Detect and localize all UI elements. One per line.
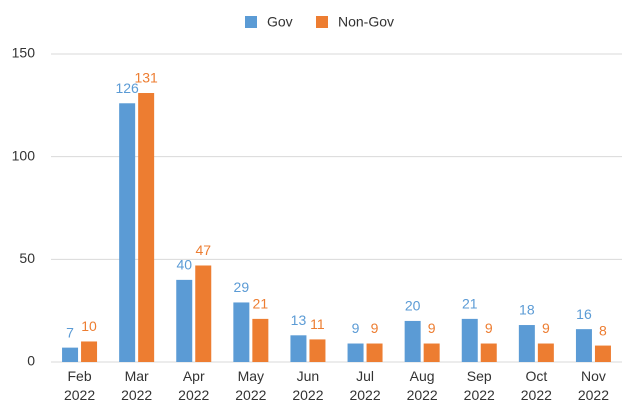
- bar: [537, 343, 554, 362]
- x-tick-label: Jun 2022: [292, 368, 324, 400]
- x-tick-label: Jul 2022: [349, 368, 381, 400]
- legend-swatch: [316, 16, 328, 28]
- bar: [480, 343, 497, 362]
- data-label: 9: [428, 320, 436, 336]
- x-tick-label: Oct 2022: [520, 368, 552, 400]
- x-tick-label: Apr 2022: [178, 368, 210, 400]
- legend-label: Non-Gov: [338, 14, 394, 30]
- x-tick-label: Sep 2022: [463, 368, 495, 400]
- bar: [404, 320, 421, 362]
- data-label: 9: [542, 320, 550, 336]
- y-tick-label: 50: [19, 250, 35, 266]
- data-label: 20: [405, 298, 421, 314]
- legend-label: Gov: [267, 14, 293, 30]
- bar: [575, 329, 592, 362]
- data-label: 9: [485, 320, 493, 336]
- data-label: 8: [599, 322, 607, 338]
- data-label: 9: [352, 320, 360, 336]
- data-label: 21: [462, 296, 478, 312]
- bar: [518, 325, 535, 362]
- data-label: 16: [576, 306, 592, 322]
- data-label: 47: [195, 242, 211, 258]
- data-label: 13: [291, 312, 307, 328]
- y-tick-label: 100: [12, 147, 36, 163]
- data-label: 131: [134, 70, 158, 86]
- bar: [81, 341, 98, 362]
- data-label: 10: [81, 318, 97, 334]
- data-label: 40: [176, 257, 192, 273]
- bar: [252, 318, 269, 362]
- bar: [309, 339, 326, 362]
- data-label: 18: [519, 302, 535, 318]
- y-tick-label: 0: [27, 353, 35, 369]
- data-label: 7: [66, 324, 74, 340]
- x-tick-label: Aug 2022: [406, 368, 438, 400]
- bar: [366, 343, 383, 362]
- bar: [594, 345, 611, 362]
- data-label: 126: [115, 80, 139, 96]
- data-label: 29: [234, 279, 250, 295]
- bar: [195, 265, 212, 362]
- bar: [138, 93, 155, 362]
- data-label: 21: [253, 296, 269, 312]
- x-tick-label: Nov 2022: [577, 368, 610, 400]
- bar: [347, 343, 364, 362]
- bar: [62, 347, 79, 362]
- x-tick-label: May 2022: [235, 368, 267, 400]
- x-tick-label: Feb 2022: [63, 368, 96, 400]
- bar: [423, 343, 440, 362]
- bar: [290, 335, 307, 362]
- legend-swatch: [245, 16, 257, 28]
- data-label: 11: [310, 316, 325, 332]
- bar: [119, 103, 136, 362]
- x-tick-label: Mar 2022: [121, 368, 153, 400]
- y-tick-label: 150: [12, 45, 36, 61]
- bar: [461, 318, 478, 362]
- bar: [176, 279, 193, 362]
- bar: [233, 302, 250, 362]
- data-label: 9: [371, 320, 379, 336]
